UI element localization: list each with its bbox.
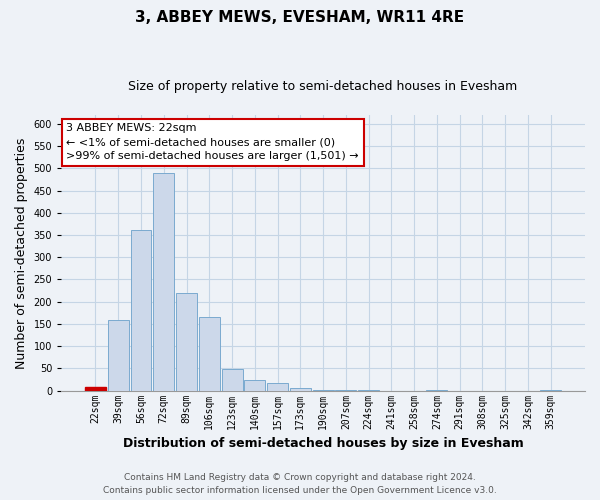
Bar (85, 387, 106, 390)
Bar (244, 380, 265, 390)
Text: Contains HM Land Registry data © Crown copyright and database right 2024.
Contai: Contains HM Land Registry data © Crown c… (103, 474, 497, 495)
Bar (221, 370, 242, 390)
Y-axis label: Number of semi-detached properties: Number of semi-detached properties (15, 137, 28, 368)
Text: 3 ABBEY MEWS: 22sqm
← <1% of semi-detached houses are smaller (0)
>99% of semi-d: 3 ABBEY MEWS: 22sqm ← <1% of semi-detach… (67, 124, 359, 162)
Bar (108, 320, 129, 390)
Bar (290, 388, 311, 390)
Bar (199, 318, 220, 390)
Bar (267, 382, 288, 390)
Text: 3, ABBEY MEWS, EVESHAM, WR11 4RE: 3, ABBEY MEWS, EVESHAM, WR11 4RE (136, 10, 464, 25)
Title: Size of property relative to semi-detached houses in Evesham: Size of property relative to semi-detach… (128, 80, 518, 93)
Bar (131, 230, 151, 390)
Bar (176, 293, 197, 390)
X-axis label: Distribution of semi-detached houses by size in Evesham: Distribution of semi-detached houses by … (123, 437, 523, 450)
Bar (154, 173, 174, 390)
